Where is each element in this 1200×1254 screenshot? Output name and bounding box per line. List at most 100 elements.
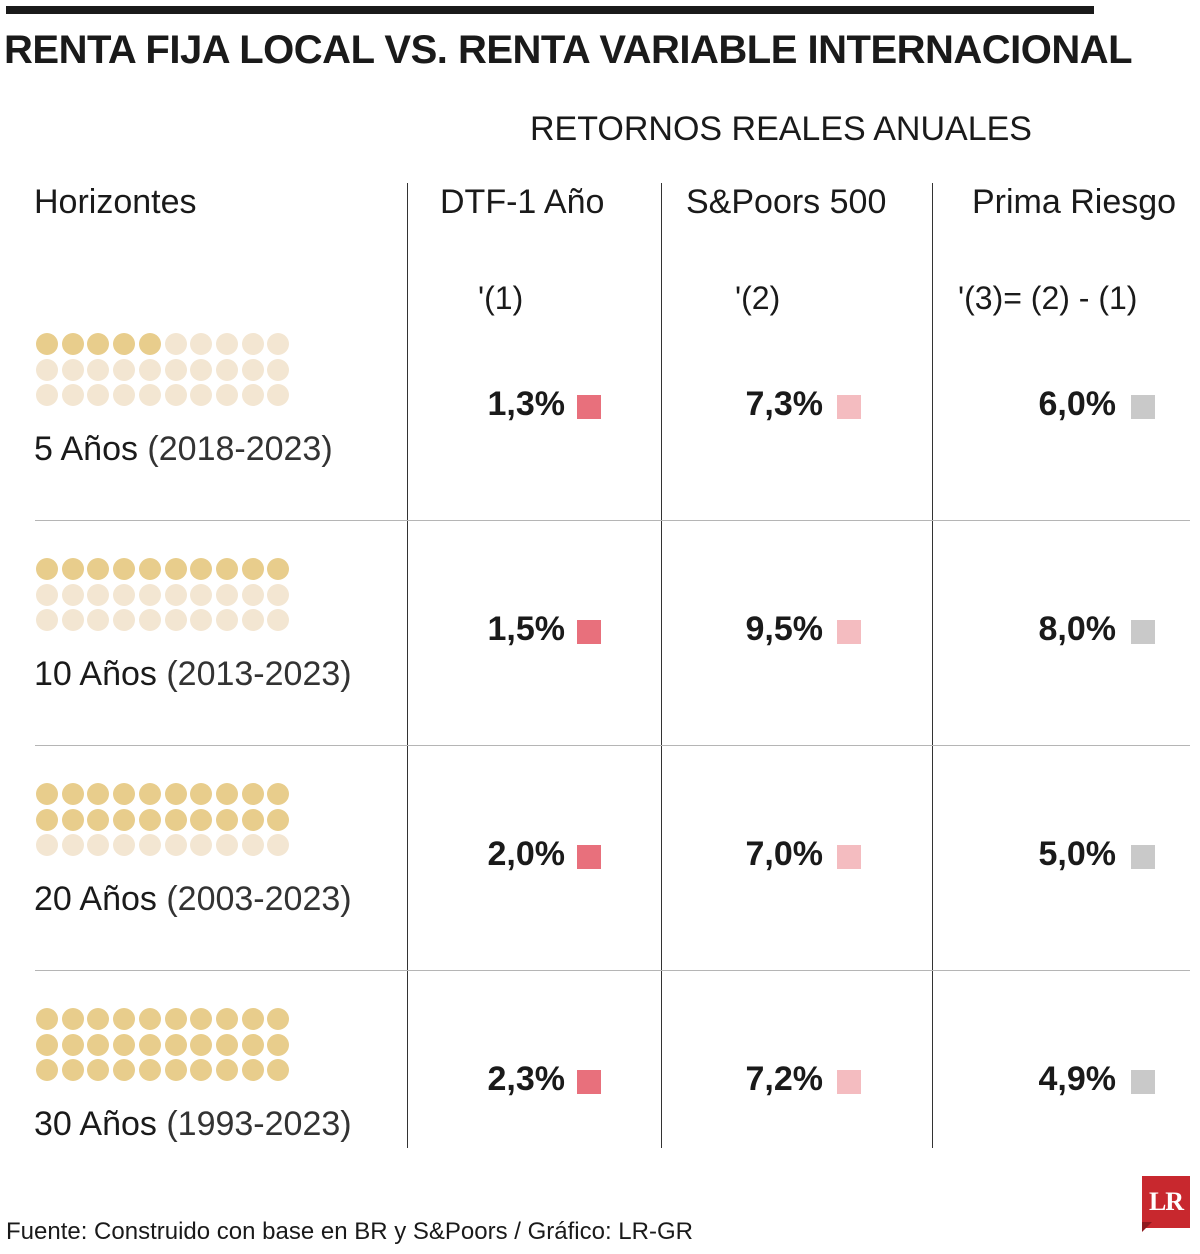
dot-filled xyxy=(267,783,290,805)
value-sp: 7,3% xyxy=(745,385,824,423)
marker-prima xyxy=(1131,1070,1155,1094)
dot-empty xyxy=(164,834,187,856)
dot-empty xyxy=(61,384,84,406)
chart-title: RENTA FIJA LOCAL VS. RENTA VARIABLE INTE… xyxy=(4,28,1133,72)
dot-empty xyxy=(138,358,161,381)
dot-empty xyxy=(138,384,161,406)
dot-empty xyxy=(138,834,161,856)
dot-filled xyxy=(190,1008,213,1030)
value-sp: 7,0% xyxy=(745,835,824,873)
dot-empty xyxy=(190,358,213,381)
dot-empty xyxy=(87,358,110,381)
dot-empty xyxy=(190,333,213,355)
dot-filled xyxy=(241,1059,264,1081)
dot-empty xyxy=(113,384,136,406)
dot-filled xyxy=(241,1033,264,1056)
dot-filled xyxy=(61,1059,84,1081)
dot-empty xyxy=(113,583,136,606)
dot-empty xyxy=(215,583,238,606)
marker-dtf xyxy=(577,395,601,419)
dot-filled xyxy=(241,1008,264,1030)
dot-filled xyxy=(190,1033,213,1056)
dot-filled xyxy=(113,783,136,805)
dot-filled xyxy=(138,808,161,831)
value-prima: 5,0% xyxy=(1038,835,1117,873)
value-dtf: 2,3% xyxy=(487,1060,566,1098)
dot-empty xyxy=(241,333,264,355)
dot-filled xyxy=(241,783,264,805)
dot-empty xyxy=(164,358,187,381)
dot-empty xyxy=(36,384,58,406)
top-rule xyxy=(6,6,1094,14)
dot-filled xyxy=(61,1008,84,1030)
dot-empty xyxy=(36,358,58,381)
dot-filled xyxy=(36,808,58,831)
row-label: 30 Años (1993-2023) xyxy=(34,1105,352,1144)
dot-filled xyxy=(190,1059,213,1081)
dot-filled xyxy=(113,333,136,355)
formula-sp500: '(2) xyxy=(735,280,781,316)
dot-filled xyxy=(241,558,264,580)
dot-filled xyxy=(36,558,58,580)
dot-filled xyxy=(87,1008,110,1030)
column-divider-3 xyxy=(932,183,933,1148)
value-dtf: 1,3% xyxy=(487,385,566,423)
row-label-years: (2018-2023) xyxy=(147,430,333,468)
dot-filled xyxy=(138,558,161,580)
dot-filled xyxy=(61,333,84,355)
dot-empty xyxy=(241,583,264,606)
dot-filled xyxy=(61,558,84,580)
dot-empty xyxy=(215,609,238,631)
dot-empty xyxy=(87,384,110,406)
dot-filled xyxy=(87,558,110,580)
dot-empty xyxy=(267,384,290,406)
dot-empty xyxy=(87,583,110,606)
dot-filled xyxy=(87,333,110,355)
dot-filled xyxy=(138,333,161,355)
dot-empty xyxy=(164,333,187,355)
dot-grid xyxy=(36,1008,296,1088)
dot-filled xyxy=(87,1033,110,1056)
dot-filled xyxy=(138,1033,161,1056)
dot-empty xyxy=(267,583,290,606)
chart-subtitle: RETORNOS REALES ANUALES xyxy=(530,110,1032,148)
dot-empty xyxy=(190,609,213,631)
dot-empty xyxy=(215,384,238,406)
dot-empty xyxy=(241,358,264,381)
dot-filled xyxy=(164,1033,187,1056)
dot-filled xyxy=(164,558,187,580)
dot-filled xyxy=(87,1059,110,1081)
dot-filled xyxy=(36,1008,58,1030)
value-sp: 7,2% xyxy=(745,1060,824,1098)
row-label-horizon: 10 Años xyxy=(34,655,167,693)
row-label-horizon: 5 Años xyxy=(34,430,148,468)
dot-empty xyxy=(138,609,161,631)
dot-grid xyxy=(36,333,296,413)
marker-sp xyxy=(837,845,861,869)
row-label-horizon: 20 Años xyxy=(34,880,167,918)
dot-filled xyxy=(164,808,187,831)
marker-dtf xyxy=(577,1070,601,1094)
col-header-sp500: S&Poors 500 xyxy=(686,183,887,221)
dot-empty xyxy=(138,583,161,606)
value-prima: 4,9% xyxy=(1038,1060,1117,1098)
dot-filled xyxy=(190,558,213,580)
value-prima: 6,0% xyxy=(1038,385,1117,423)
marker-sp xyxy=(837,1070,861,1094)
marker-prima xyxy=(1131,620,1155,644)
dot-empty xyxy=(267,358,290,381)
dot-filled xyxy=(87,783,110,805)
col-header-prima: Prima Riesgo xyxy=(972,183,1177,221)
dot-empty xyxy=(61,358,84,381)
row-label-horizon: 30 Años xyxy=(34,1105,167,1143)
dot-filled xyxy=(113,558,136,580)
col-header-horizontes: Horizontes xyxy=(34,183,197,221)
dot-empty xyxy=(113,358,136,381)
dot-empty xyxy=(190,384,213,406)
row-label-years: (1993-2023) xyxy=(166,1105,352,1143)
dot-empty xyxy=(164,583,187,606)
dot-filled xyxy=(164,783,187,805)
dot-empty xyxy=(87,609,110,631)
dot-filled xyxy=(61,808,84,831)
marker-dtf xyxy=(577,620,601,644)
